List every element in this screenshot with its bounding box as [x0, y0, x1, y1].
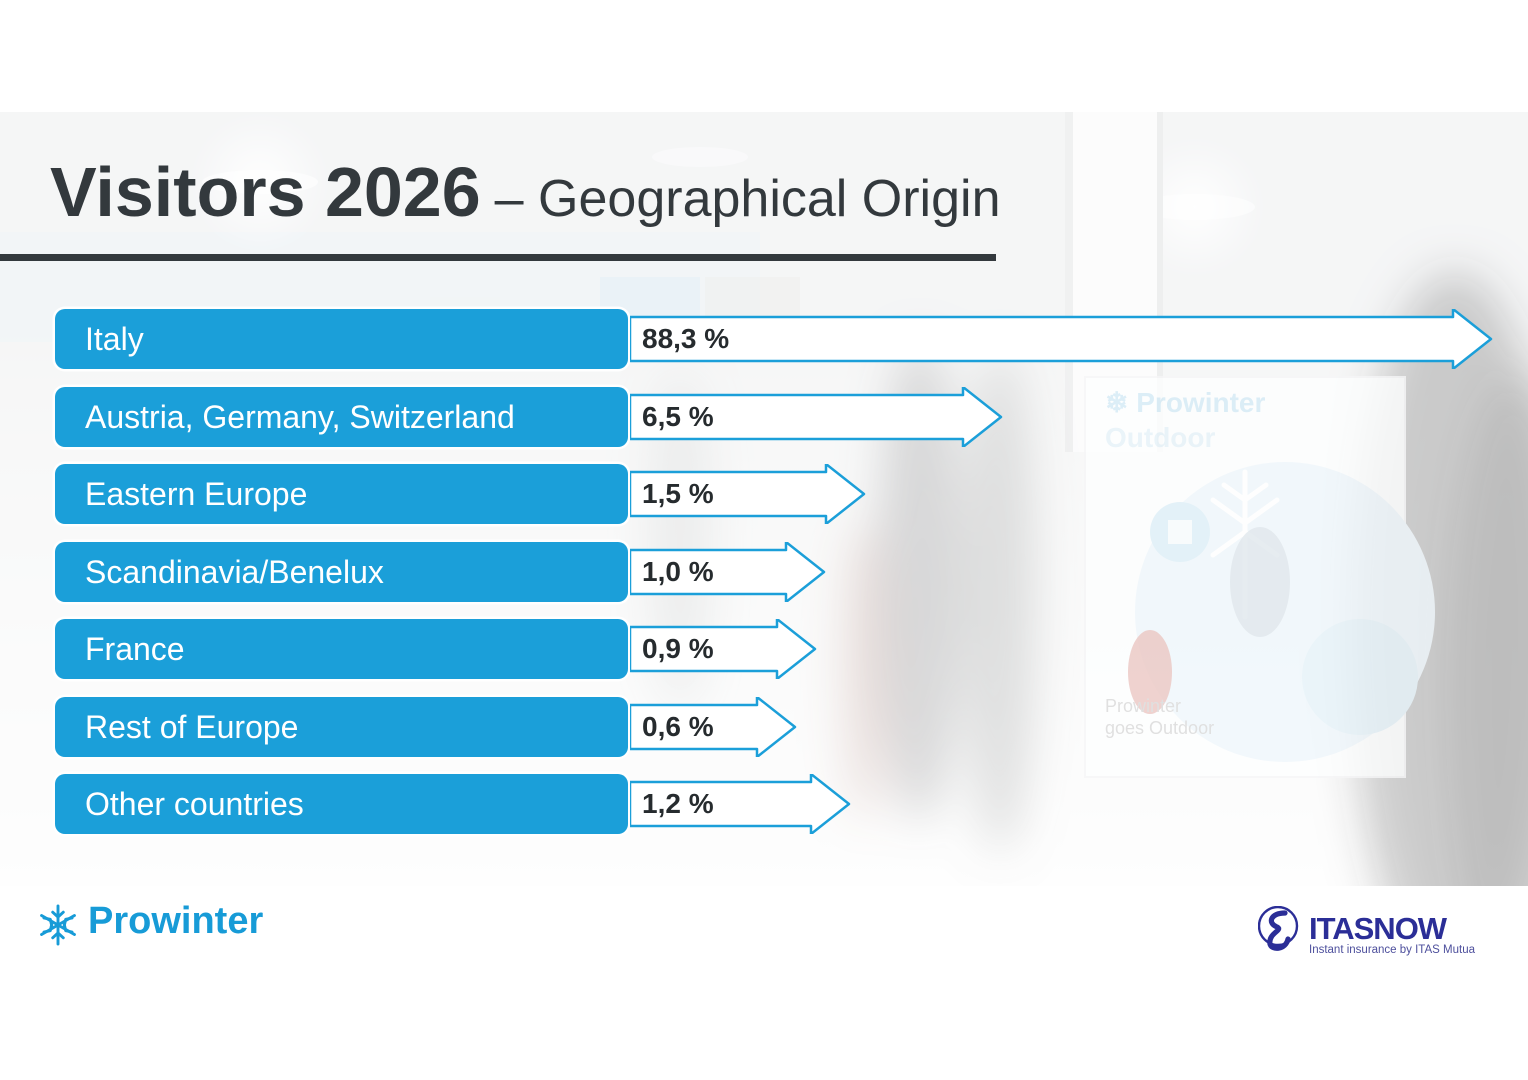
svg-text:ITASNOW: ITASNOW: [1309, 911, 1448, 946]
svg-text:Instant insurance by ITAS Mutu: Instant insurance by ITAS Mutua: [1309, 944, 1476, 956]
